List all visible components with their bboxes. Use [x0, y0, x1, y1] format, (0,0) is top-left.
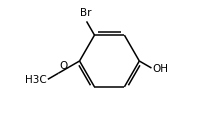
- Text: O: O: [59, 61, 67, 71]
- Text: H3C: H3C: [25, 75, 47, 85]
- Text: Br: Br: [80, 8, 91, 18]
- Text: OH: OH: [152, 64, 168, 74]
